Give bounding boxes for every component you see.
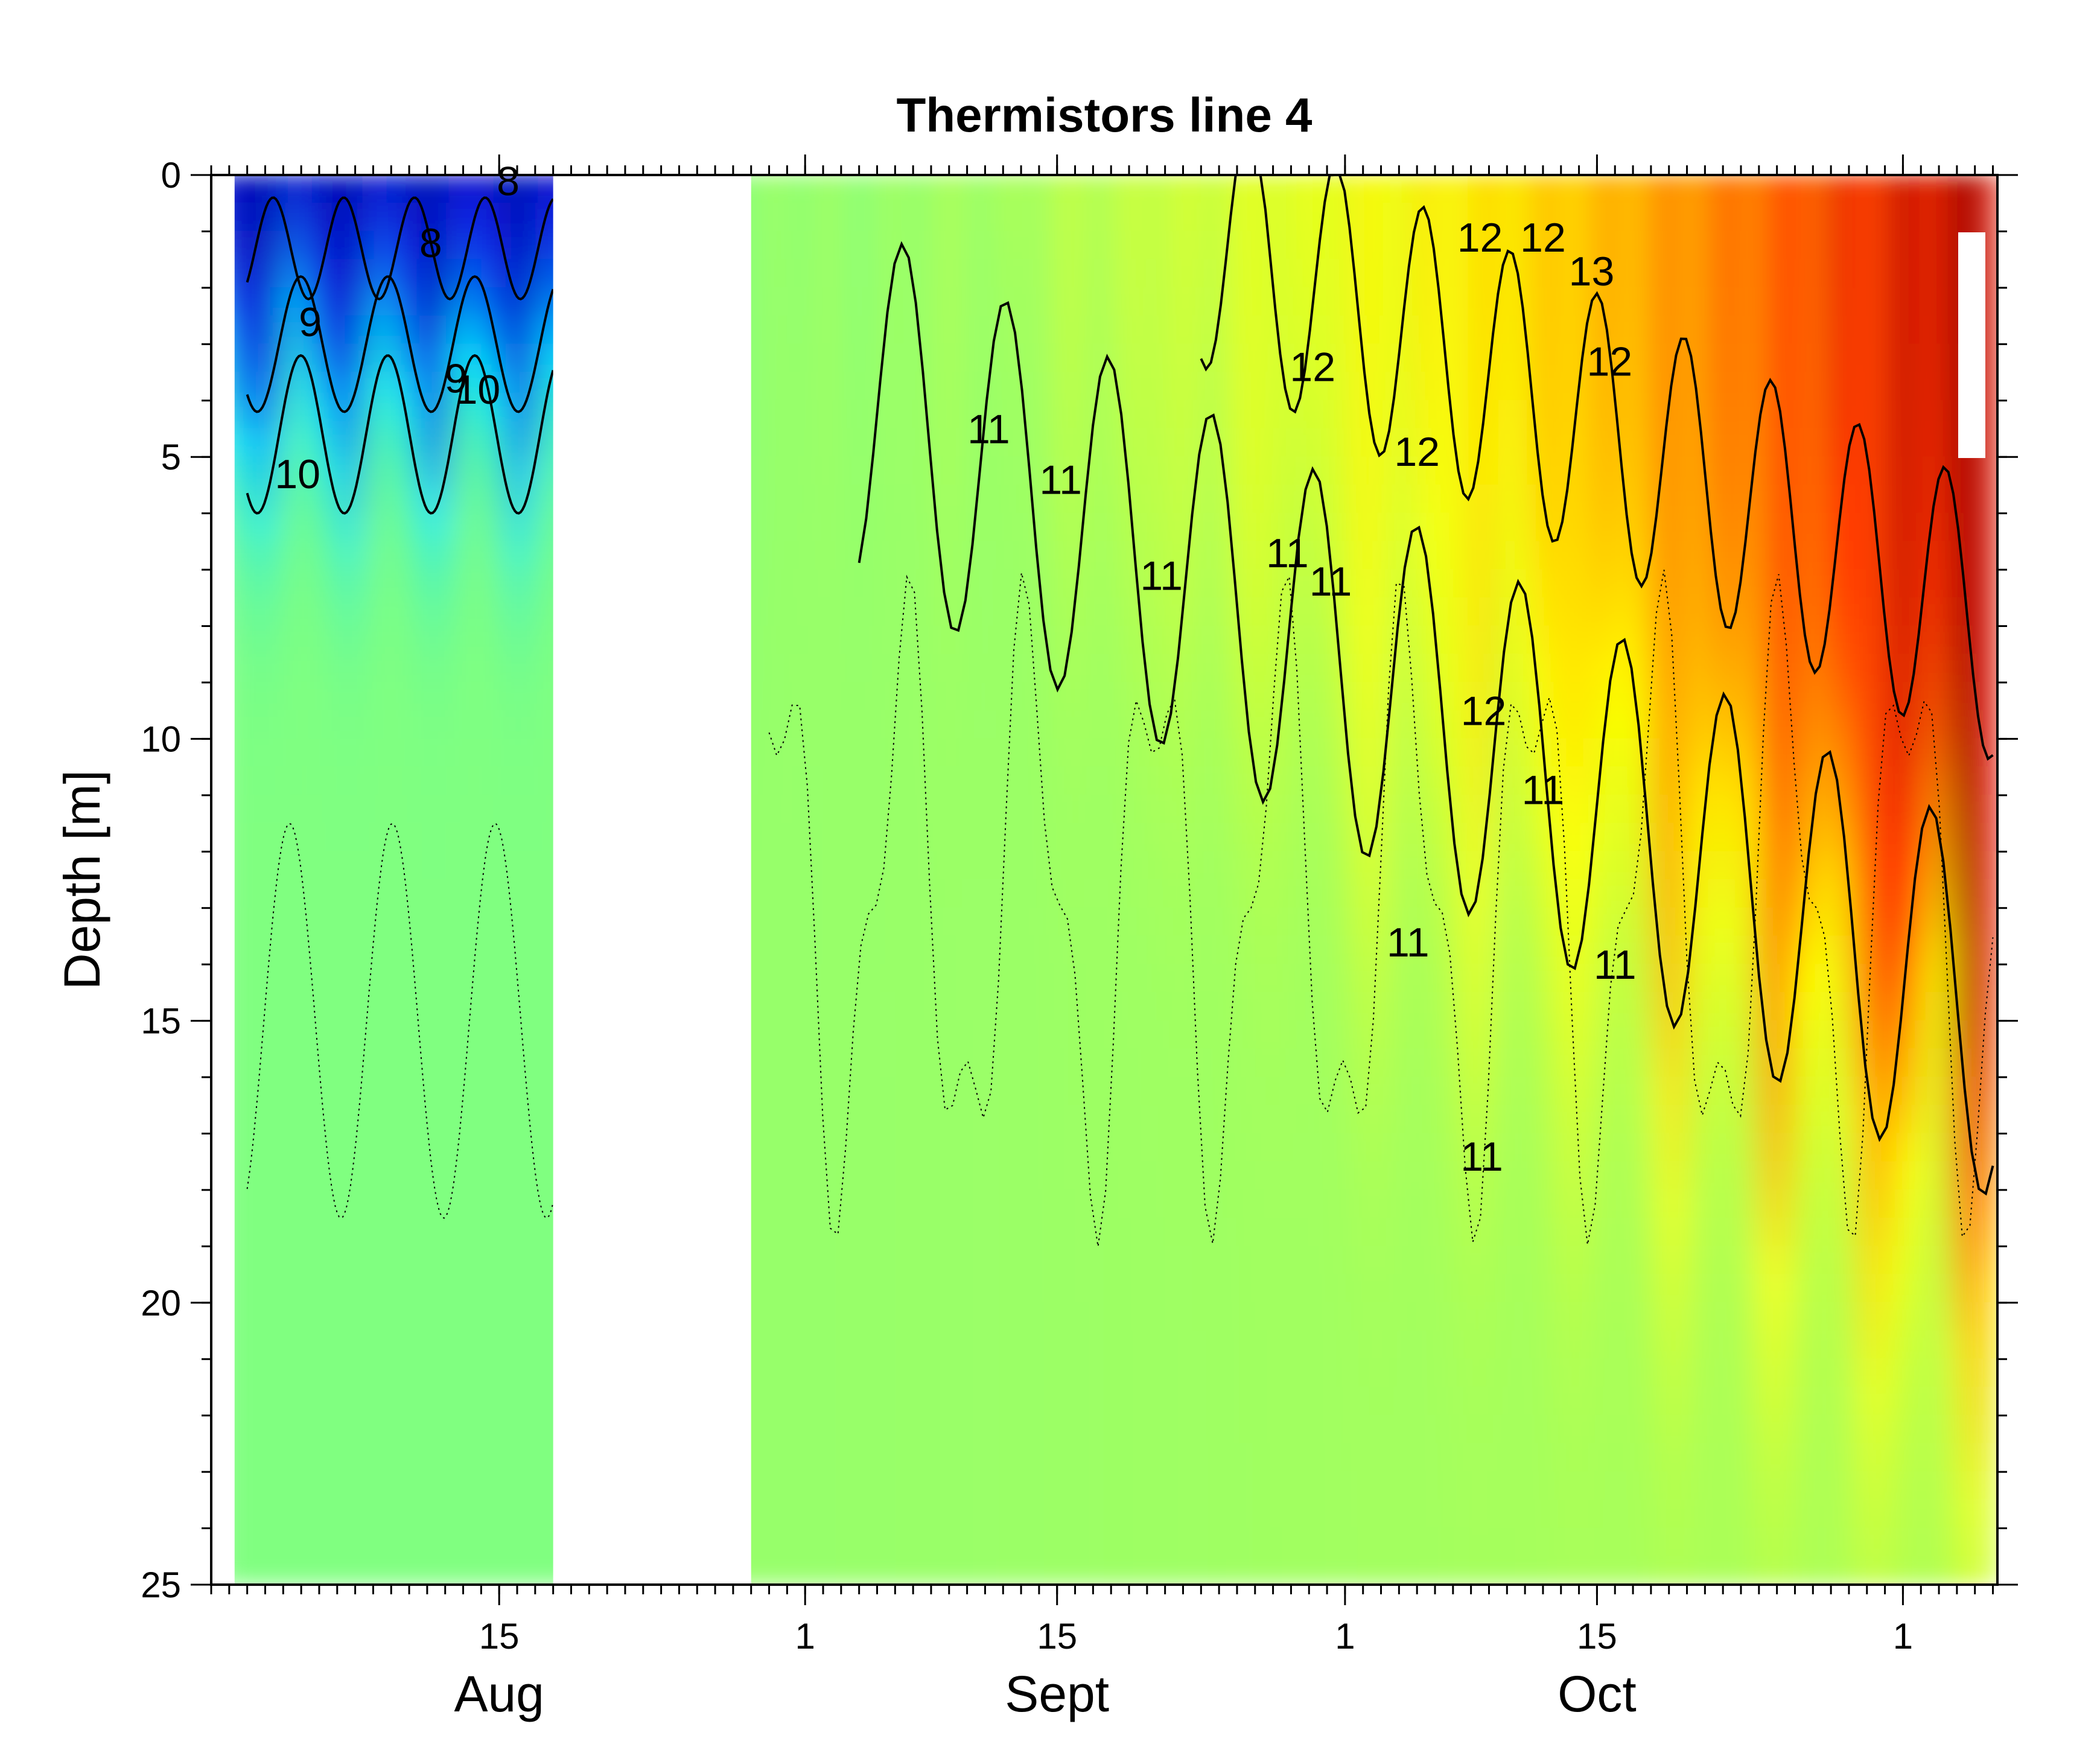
x-tick-label: 1 xyxy=(795,1616,815,1656)
contour-label: 11 xyxy=(1594,942,1637,988)
contour-label: 11 xyxy=(1039,457,1082,503)
chart-title: Thermistors line 4 xyxy=(896,88,1312,142)
y-tick-label: 0 xyxy=(161,155,181,196)
y-tick-label: 5 xyxy=(161,437,181,477)
data-gap-0 xyxy=(553,175,751,1585)
month-label: Sept xyxy=(1005,1666,1109,1722)
contour-label: 9 xyxy=(299,299,322,345)
y-tick-label: 25 xyxy=(141,1565,181,1605)
x-tick-labels: 15 1 15 1 15 1 xyxy=(479,1616,1913,1656)
contour-label: 9 xyxy=(445,355,468,401)
contour-label: 12 xyxy=(1586,339,1632,384)
contour-label: 13 xyxy=(1569,249,1615,294)
x-tick-label: 1 xyxy=(1335,1616,1355,1656)
contour-label: 8 xyxy=(497,158,520,204)
x-tick-label: 1 xyxy=(1893,1616,1913,1656)
isotherm-11 xyxy=(858,241,1994,1196)
month-label: Oct xyxy=(1558,1666,1637,1722)
contour-label: 12 xyxy=(1394,429,1440,475)
isotherm-10-august xyxy=(246,354,555,515)
contour-label: 12 xyxy=(1461,689,1507,734)
y-tick-labels: 0 5 10 15 20 25 xyxy=(141,155,181,1605)
contour-label: 12 xyxy=(1457,215,1503,261)
contour-label: 12 xyxy=(1290,345,1335,390)
contour-label: 8 xyxy=(419,220,442,266)
contour-label: 12 xyxy=(1520,215,1566,261)
month-labels: Aug Sept Oct xyxy=(454,1666,1636,1722)
contour-label: 10 xyxy=(455,367,501,413)
y-tick-label: 20 xyxy=(141,1283,181,1323)
contour-label: 11 xyxy=(1460,1134,1503,1180)
contour-label: 11 xyxy=(1266,530,1309,576)
month-label: Aug xyxy=(454,1666,544,1722)
plot-frame xyxy=(210,174,1999,1586)
y-tick-label: 15 xyxy=(141,1001,181,1042)
data-gaps xyxy=(211,175,1985,1585)
y-axis-label: Depth [m] xyxy=(54,770,110,990)
y-tick-label: 10 xyxy=(141,719,181,759)
data-gap-start xyxy=(211,175,235,1585)
contour-label: 11 xyxy=(1140,553,1183,599)
contour-label: 10 xyxy=(275,451,320,497)
contour-label: 11 xyxy=(967,406,1010,452)
data-gap-end xyxy=(1958,232,1985,458)
isotherm-8-august xyxy=(246,196,555,301)
contour-label: 11 xyxy=(1522,767,1565,813)
contour-label: 11 xyxy=(1309,559,1352,605)
axes xyxy=(191,154,2018,1605)
x-tick-label: 15 xyxy=(1037,1616,1077,1656)
x-tick-label: 15 xyxy=(479,1616,520,1656)
isotherm-dotted-august xyxy=(246,822,554,1219)
contour-label: 11 xyxy=(1387,920,1430,966)
x-tick-label: 15 xyxy=(1577,1616,1617,1656)
